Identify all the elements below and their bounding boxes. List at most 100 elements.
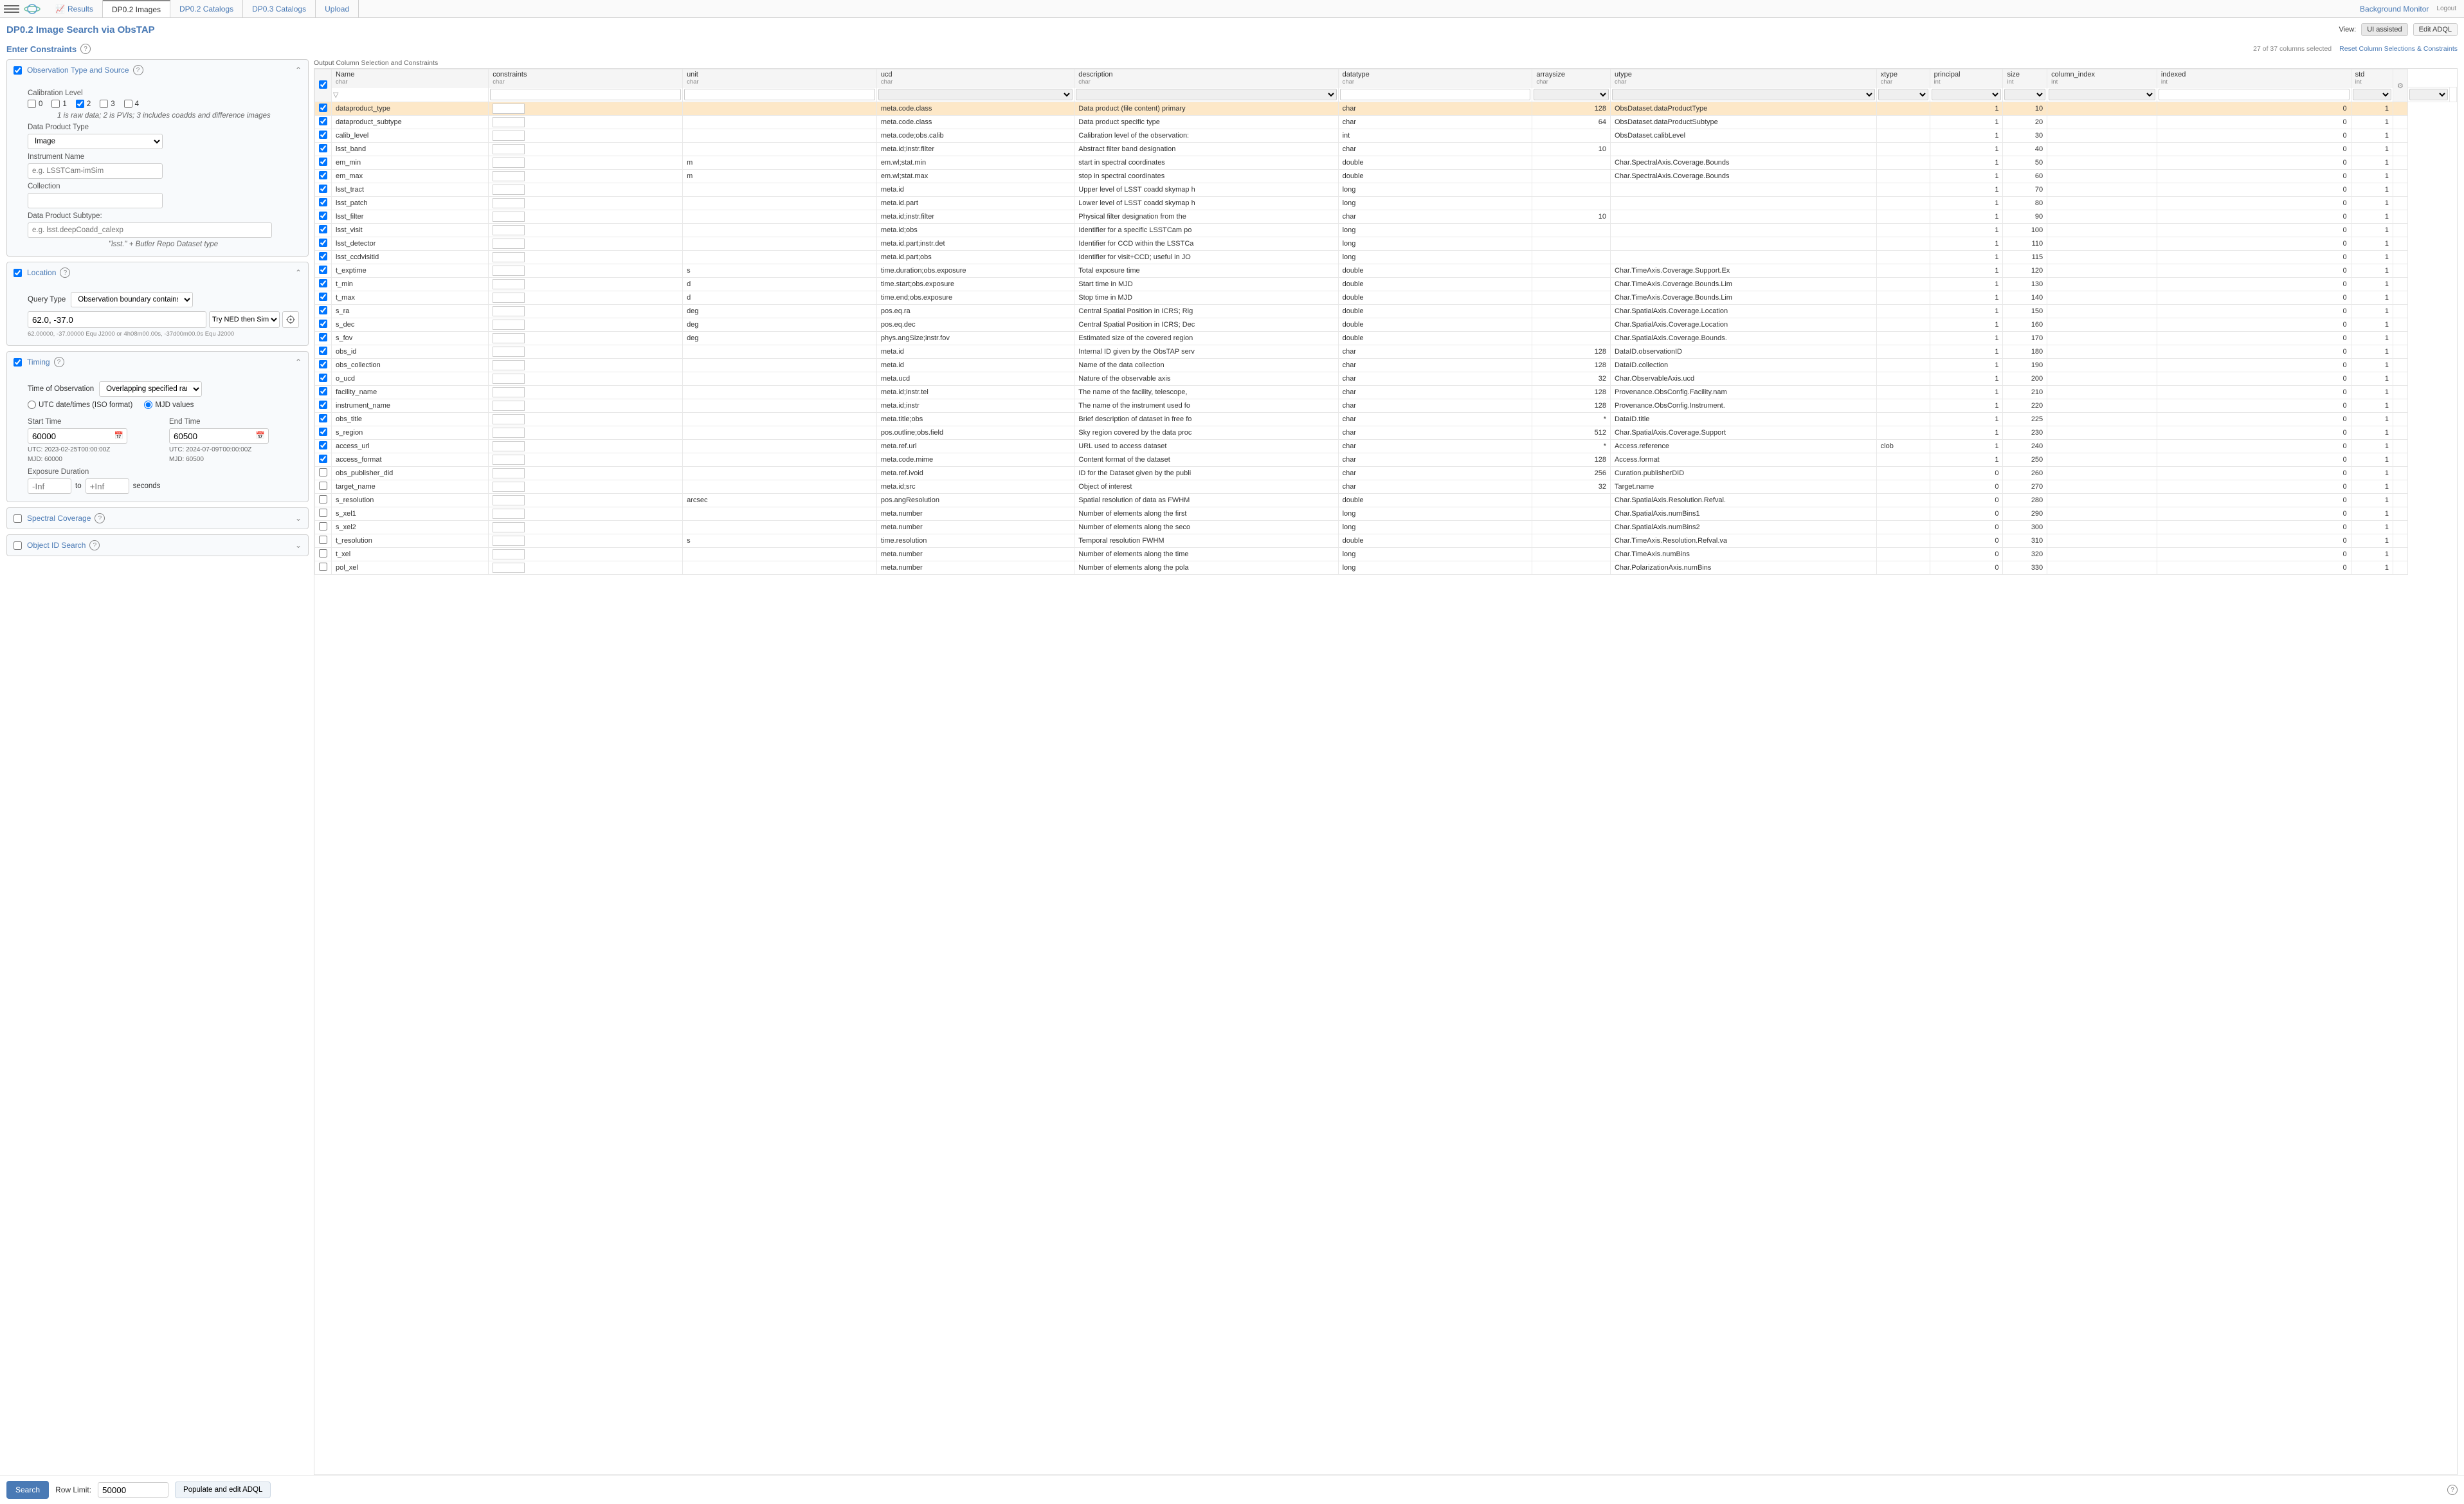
collection-input[interactable] (28, 193, 163, 208)
table-row[interactable]: s_ra deg pos.eq.ra Central Spatial Posit… (315, 305, 2457, 318)
row-checkbox[interactable] (319, 333, 327, 341)
cal-level-2[interactable]: 2 (76, 100, 91, 108)
filter-select[interactable] (878, 89, 1073, 100)
col-header[interactable]: sizeint (2003, 69, 2047, 87)
tab-results[interactable]: 📈Results (46, 0, 103, 17)
tab-dp0-2-images[interactable]: DP0.2 Images (103, 0, 170, 17)
constraint-input[interactable] (493, 387, 525, 397)
constraint-input[interactable] (493, 401, 525, 411)
table-row[interactable]: dataproduct_subtype meta.code.class Data… (315, 116, 2457, 129)
row-checkbox[interactable] (319, 104, 327, 112)
table-row[interactable]: pol_xel meta.number Number of elements a… (315, 561, 2457, 575)
menu-icon[interactable] (4, 1, 19, 17)
edit-adql-button[interactable]: Edit ADQL (2413, 23, 2458, 36)
table-row[interactable]: t_resolution s time.resolution Temporal … (315, 534, 2457, 548)
instrument-input[interactable] (28, 163, 163, 179)
constraint-input[interactable] (493, 549, 525, 559)
constraint-input[interactable] (493, 495, 525, 505)
filter-select[interactable] (2409, 89, 2448, 100)
end-time-input[interactable] (169, 428, 269, 444)
dpt-select[interactable]: Image (28, 134, 163, 149)
coords-input[interactable] (28, 311, 206, 328)
table-row[interactable]: obs_collection meta.id Name of the data … (315, 359, 2457, 372)
help-icon[interactable]: ? (95, 513, 105, 523)
ned-select[interactable]: Try NED then Simbad (209, 311, 280, 328)
constraint-input[interactable] (493, 252, 525, 262)
help-icon[interactable]: ? (60, 267, 70, 278)
background-monitor-link[interactable]: Background Monitor (2360, 5, 2429, 14)
calendar-icon[interactable]: 📅 (114, 431, 123, 440)
table-row[interactable]: em_max m em.wl;stat.max stop in spectral… (315, 170, 2457, 183)
constraint-input[interactable] (493, 117, 525, 127)
constraint-input[interactable] (493, 428, 525, 438)
table-row[interactable]: lsst_patch meta.id.part Lower level of L… (315, 197, 2457, 210)
col-header[interactable]: arraysizechar (1532, 69, 1611, 87)
row-checkbox[interactable] (319, 374, 327, 382)
spectral-header[interactable]: Spectral Coverage ? ⌄ (7, 508, 308, 529)
dur-from-input[interactable] (28, 478, 71, 494)
row-checkbox[interactable] (319, 225, 327, 233)
row-checkbox[interactable] (319, 509, 327, 517)
row-checkbox[interactable] (319, 252, 327, 260)
populate-adql-button[interactable]: Populate and edit ADQL (175, 1481, 271, 1498)
table-row[interactable]: lsst_ccdvisitid meta.id.part;obs Identif… (315, 251, 2457, 264)
constraint-input[interactable] (493, 320, 525, 330)
tab-dp0-3-catalogs[interactable]: DP0.3 Catalogs (243, 0, 316, 17)
table-row[interactable]: target_name meta.id;src Object of intere… (315, 480, 2457, 494)
constraint-input[interactable] (493, 198, 525, 208)
dur-to-input[interactable] (86, 478, 129, 494)
filter-select[interactable] (1076, 89, 1336, 100)
help-icon[interactable]: ? (80, 44, 91, 54)
table-row[interactable]: s_xel1 meta.number Number of elements al… (315, 507, 2457, 521)
table-row[interactable]: s_xel2 meta.number Number of elements al… (315, 521, 2457, 534)
constraint-input[interactable] (493, 536, 525, 546)
col-header[interactable]: indexedint (2157, 69, 2351, 87)
constraint-input[interactable] (493, 293, 525, 303)
table-row[interactable]: instrument_name meta.id;instr The name o… (315, 399, 2457, 413)
row-checkbox[interactable] (319, 266, 327, 274)
search-button[interactable]: Search (6, 1481, 49, 1499)
row-checkbox[interactable] (319, 279, 327, 287)
cal-level-checkbox[interactable] (51, 100, 60, 108)
constraint-input[interactable] (493, 374, 525, 384)
row-checkbox[interactable] (319, 428, 327, 436)
row-checkbox[interactable] (319, 158, 327, 166)
mjd-radio[interactable] (144, 401, 152, 409)
row-checkbox[interactable] (319, 522, 327, 530)
constraint-input[interactable] (493, 225, 525, 235)
constraint-input[interactable] (493, 171, 525, 181)
table-row[interactable]: access_url meta.ref.url URL used to acce… (315, 440, 2457, 453)
row-checkbox[interactable] (319, 198, 327, 206)
filter-select[interactable] (1612, 89, 1875, 100)
filter-select[interactable] (1878, 89, 1928, 100)
table-row[interactable]: lsst_band meta.id;instr.filter Abstract … (315, 143, 2457, 156)
table-row[interactable]: dataproduct_type meta.code.class Data pr… (315, 102, 2457, 116)
table-row[interactable]: access_format meta.code.mime Content for… (315, 453, 2457, 467)
table-row[interactable]: t_xel meta.number Number of elements alo… (315, 548, 2457, 561)
row-checkbox[interactable] (319, 347, 327, 355)
constraint-input[interactable] (493, 522, 525, 532)
table-row[interactable]: lsst_detector meta.id.part;instr.det Ide… (315, 237, 2457, 251)
col-header[interactable]: ucdchar (876, 69, 1074, 87)
constraint-input[interactable] (493, 455, 525, 465)
row-checkbox[interactable] (319, 563, 327, 571)
constraint-input[interactable] (493, 239, 525, 249)
constraint-input[interactable] (493, 563, 525, 573)
select-all-checkbox[interactable] (319, 80, 327, 89)
reset-columns-link[interactable]: Reset Column Selections & Constraints (2339, 45, 2458, 53)
row-checkbox[interactable] (319, 239, 327, 247)
gear-icon[interactable]: ⚙ (2397, 82, 2404, 90)
tab-dp0-2-catalogs[interactable]: DP0.2 Catalogs (170, 0, 243, 17)
obs-type-checkbox[interactable] (14, 66, 22, 75)
constraint-input[interactable] (493, 144, 525, 154)
constraint-input[interactable] (493, 347, 525, 357)
start-time-input[interactable] (28, 428, 127, 444)
row-checkbox[interactable] (319, 536, 327, 544)
location-header[interactable]: Location ? ⌃ (7, 262, 308, 283)
constraint-input[interactable] (493, 509, 525, 519)
constraint-input[interactable] (493, 441, 525, 451)
row-checkbox[interactable] (319, 482, 327, 490)
col-header[interactable]: principalint (1930, 69, 2003, 87)
timing-checkbox[interactable] (14, 358, 22, 367)
cal-level-checkbox[interactable] (28, 100, 36, 108)
